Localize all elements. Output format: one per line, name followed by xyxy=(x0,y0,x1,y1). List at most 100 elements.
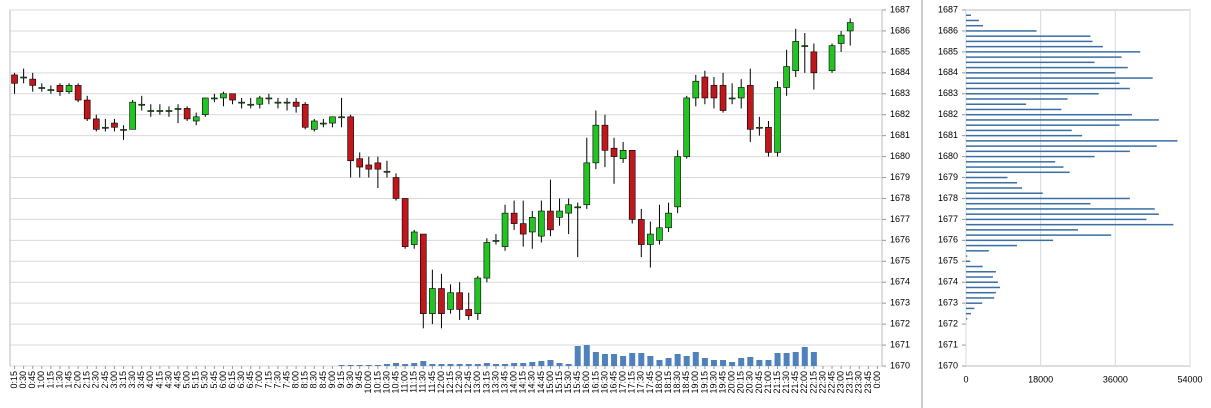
profile-bar xyxy=(966,218,1147,221)
x-tick-label: 6:15 xyxy=(227,371,237,389)
y-tick-label: 1675 xyxy=(938,256,958,266)
x-tick-label: 23:30 xyxy=(854,371,864,394)
y-tick-label: 1671 xyxy=(938,339,958,349)
candle-body xyxy=(792,41,800,72)
y-tick-label: 1671 xyxy=(890,339,910,349)
y-tick-label: 1686 xyxy=(890,25,910,35)
volume-bar xyxy=(529,362,536,366)
x-tick-label: 17:15 xyxy=(627,371,637,394)
candle-body xyxy=(329,116,336,124)
y-tick-label: 1680 xyxy=(890,151,910,161)
candle-body xyxy=(83,99,91,120)
candle-body xyxy=(665,212,672,229)
profile-bar xyxy=(966,166,1064,168)
y-tick-label: 1684 xyxy=(890,67,910,77)
volume-bar xyxy=(502,364,509,366)
candle-body xyxy=(274,101,282,104)
profile-bar xyxy=(966,40,1093,43)
profile-bar xyxy=(966,150,1130,153)
volume-bar xyxy=(747,357,754,366)
x-tick-label: 10:00 xyxy=(363,371,373,394)
profile-bar xyxy=(966,291,996,294)
x-tick-label: 1:45 xyxy=(63,371,73,389)
candle-body xyxy=(310,120,318,130)
y-tick-label: 1670 xyxy=(890,360,910,370)
candle-body xyxy=(601,124,609,151)
volume-bar xyxy=(729,362,736,366)
candle-body xyxy=(774,87,781,153)
candle-body xyxy=(301,103,309,128)
candle-body xyxy=(628,150,636,220)
profile-bar xyxy=(966,297,995,299)
candle-body xyxy=(510,212,518,224)
volume-bar xyxy=(629,353,636,366)
volume-bar xyxy=(756,360,763,366)
volume-bar xyxy=(738,358,745,366)
y-tick-label: 1672 xyxy=(890,318,910,328)
x-tick-label: 17:30 xyxy=(636,371,646,394)
x-tick-label: 9:00 xyxy=(327,371,337,389)
candle-body xyxy=(728,97,736,100)
x-tick-label: 9:30 xyxy=(345,371,355,389)
x-tick-label: 0:30 xyxy=(18,371,28,389)
volume-bar xyxy=(620,356,627,366)
candle-body xyxy=(65,85,73,92)
candle-body xyxy=(565,204,572,214)
x-tick-label: 5:00 xyxy=(182,371,192,389)
candle-body xyxy=(701,76,709,99)
candle-body xyxy=(610,147,618,157)
profile-bar xyxy=(966,192,1043,194)
x-tick-label: 2:00 xyxy=(73,371,83,389)
x-tick-label: 8:15 xyxy=(300,371,310,389)
x-tick-label: 20:15 xyxy=(736,371,746,394)
volume-bar xyxy=(592,352,599,366)
profile-bar xyxy=(966,182,1018,184)
candle-body xyxy=(383,170,391,173)
x-tick-label: 3:15 xyxy=(118,371,128,389)
x-tick-label: 2:15 xyxy=(82,371,92,389)
x-tick-label: 0 xyxy=(963,374,968,384)
volume-bar xyxy=(393,363,400,366)
candle-body xyxy=(765,126,772,153)
y-tick-label: 1679 xyxy=(890,172,910,182)
x-tick-label: 20:00 xyxy=(727,371,737,394)
volume-bar xyxy=(538,361,545,366)
volume-bar xyxy=(429,364,436,366)
profile-bar xyxy=(966,72,1116,74)
candle-body xyxy=(456,292,463,310)
x-tick-label: 36000 xyxy=(1103,374,1128,384)
y-tick-label: 1674 xyxy=(938,277,958,287)
x-tick-label: 1:15 xyxy=(45,371,55,389)
profile-bar xyxy=(966,239,1054,242)
candle-body xyxy=(519,223,527,235)
x-tick-label: 18:15 xyxy=(663,371,673,394)
profile-bar xyxy=(966,255,968,257)
volume-bar xyxy=(574,346,581,366)
candle-body xyxy=(392,177,400,199)
y-tick-label: 1685 xyxy=(938,46,958,56)
y-tick-label: 1683 xyxy=(890,88,910,98)
volume-bar xyxy=(420,361,427,366)
volume-bar xyxy=(710,360,717,366)
y-tick-label: 1674 xyxy=(890,277,910,287)
profile-bar xyxy=(966,14,971,16)
candle-body xyxy=(683,97,691,157)
profile-bar xyxy=(966,271,996,273)
volume-bar xyxy=(511,363,518,366)
volume-bar xyxy=(665,358,672,366)
profile-bar xyxy=(966,155,1095,158)
x-tick-label: 13:45 xyxy=(499,371,509,394)
profile-bar xyxy=(966,51,1141,53)
volume-bar xyxy=(547,360,554,366)
candle-body xyxy=(138,103,146,106)
profile-bar xyxy=(966,98,1068,100)
x-tick-label: 8:00 xyxy=(291,371,301,389)
volume-bar xyxy=(356,365,363,366)
profile-bar xyxy=(966,113,1132,116)
volume-bar xyxy=(374,365,381,366)
profile-bar xyxy=(966,119,1159,121)
volume-bar xyxy=(774,353,781,366)
profile-bar xyxy=(966,281,998,283)
y-tick-label: 1684 xyxy=(938,67,958,77)
volume-bar xyxy=(647,356,654,366)
